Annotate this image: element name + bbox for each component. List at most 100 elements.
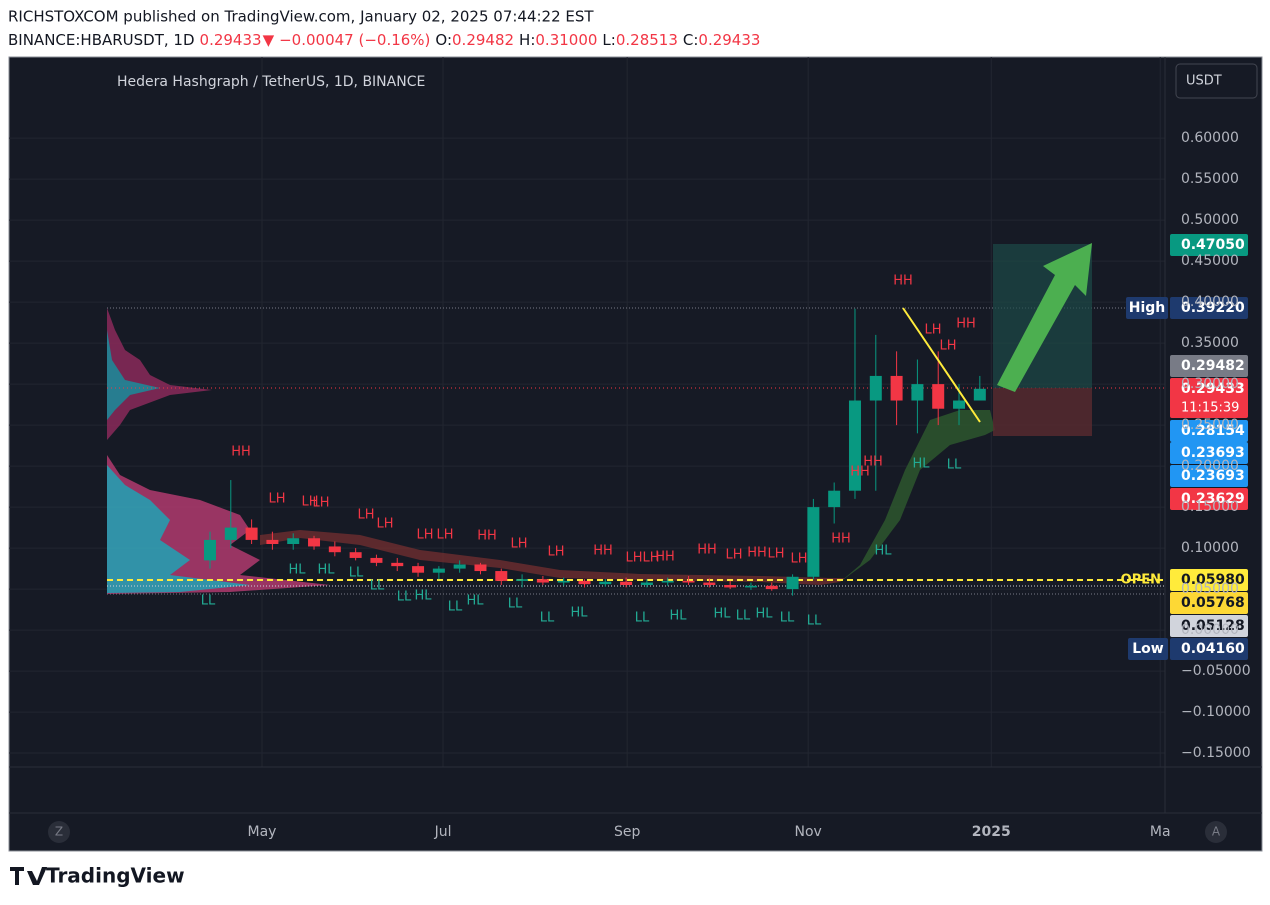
pivot-high: LH [790,552,807,567]
profile-buy [107,330,160,420]
pivot-low: LL [947,458,962,473]
candle-body [287,538,300,544]
pivot-low: HL [874,544,892,559]
pivot-high: LH [510,537,527,552]
profile-sell [107,308,212,440]
low-tag [1128,638,1168,660]
pivot-low: LL [780,611,795,626]
header-line1: RICHSTOXCOM published on TradingView.com… [8,8,594,26]
candle-body [370,557,383,563]
countdown: 11:15:39 [1181,401,1239,416]
pivot-high: HH [655,550,675,565]
pivot-low: HL [912,457,930,472]
candle-body [495,571,508,581]
price-tag [1170,442,1248,464]
price-tag [1170,569,1248,591]
candle-body [453,564,466,569]
trendline [902,307,981,423]
x-tick-label: Sep [614,824,641,840]
footer-brand: TradingView [46,864,185,888]
pivot-low: HL [317,563,335,578]
pivot-low: HL [570,606,588,621]
header-segment: −0.00047 (−0.16%) [279,31,430,49]
candle-body [578,580,591,585]
candle-body [932,384,945,409]
stop-zone [993,388,1092,436]
y-tick-label: 0.30000 [1181,376,1239,392]
y-tick-label: 0.25000 [1181,417,1239,433]
currency-button[interactable] [1175,63,1258,99]
header-segment: 0.29482 [452,31,514,49]
pivot-high: LH [924,323,941,338]
candle-body [807,507,820,577]
currency-button-label[interactable]: USDT [1186,74,1222,89]
nav-button[interactable] [48,821,70,843]
price-tag-label: 0.05128 [1181,618,1245,634]
candle-body [308,538,321,547]
header-line2: BINANCE:HBARUSDT, 1D 0.29433▼ −0.00047 (−0… [8,31,760,49]
price-tag [1170,420,1248,442]
pivot-low: LL [370,579,385,594]
candle-body [661,580,674,583]
header-segment: ▼ [263,31,275,49]
price-tag [1170,592,1248,614]
pivot-low: LL [201,594,216,609]
candle-body [640,582,653,585]
nav-button[interactable] [1205,821,1227,843]
nav-right[interactable]: A [1212,825,1221,839]
y-tick-label: 0.45000 [1181,253,1239,269]
pivot-high: LH [547,545,564,560]
candle-body [224,527,237,540]
y-tick-label: 0.20000 [1181,458,1239,474]
pivot-low: LL [807,614,822,629]
x-tick-label: Jul [434,824,452,840]
y-tick-label: 0.00000 [1181,622,1239,638]
price-tag [1170,465,1248,487]
nav-left[interactable]: Z [55,825,63,839]
ema-ribbon [260,530,845,585]
pivot-low: LL [349,566,364,581]
profile-buy [107,465,250,593]
x-tick-label: May [248,824,277,840]
x-tick-label: Nov [795,824,822,840]
candle-body [786,576,799,590]
chart-frame [8,56,1263,852]
pivot-low: LL [635,611,650,626]
candle-body [620,581,633,585]
candle-body [536,579,549,583]
header-segment: 0.28513 [616,31,678,49]
price-tag-label: 0.05980 [1181,572,1245,588]
pivot-high: LH [268,492,285,507]
pivot-high: LH [725,548,742,563]
pivot-high: HH [850,465,870,480]
price-tag [1170,234,1248,256]
header-segment: BINANCE:HBARUSDT, 1D [8,31,195,49]
candle-body [203,539,216,561]
pivot-high: LH [642,551,659,566]
candle-body [848,400,861,491]
pivot-high: LH [625,551,642,566]
candle-body [432,568,445,573]
pivot-high: LH [357,508,374,523]
price-tag [1170,615,1248,637]
y-tick-label: −0.10000 [1181,704,1251,720]
pivot-high: HH [893,274,913,289]
logo-icon [10,867,47,885]
low-tag-label: Low [1132,641,1164,657]
pivot-high: HH [697,543,717,558]
candle-body [245,527,258,540]
pivot-low: LL [508,597,523,612]
volume-profile [107,308,330,594]
y-tick-label: 0.60000 [1181,130,1239,146]
pivot-low: HL [669,609,687,624]
candle-body [953,400,966,409]
candle-body [703,582,716,585]
pivot-high: HH [593,544,613,559]
candle-body [911,384,924,401]
x-tick-label: 2025 [972,824,1011,840]
chart-legend: Hedera Hashgraph / TetherUS, 1D, BINANCE [117,74,425,90]
header-segment: C: [683,31,699,49]
pivot-high: HH [956,317,976,332]
candle-body [682,580,695,583]
price-tag [1170,378,1248,418]
